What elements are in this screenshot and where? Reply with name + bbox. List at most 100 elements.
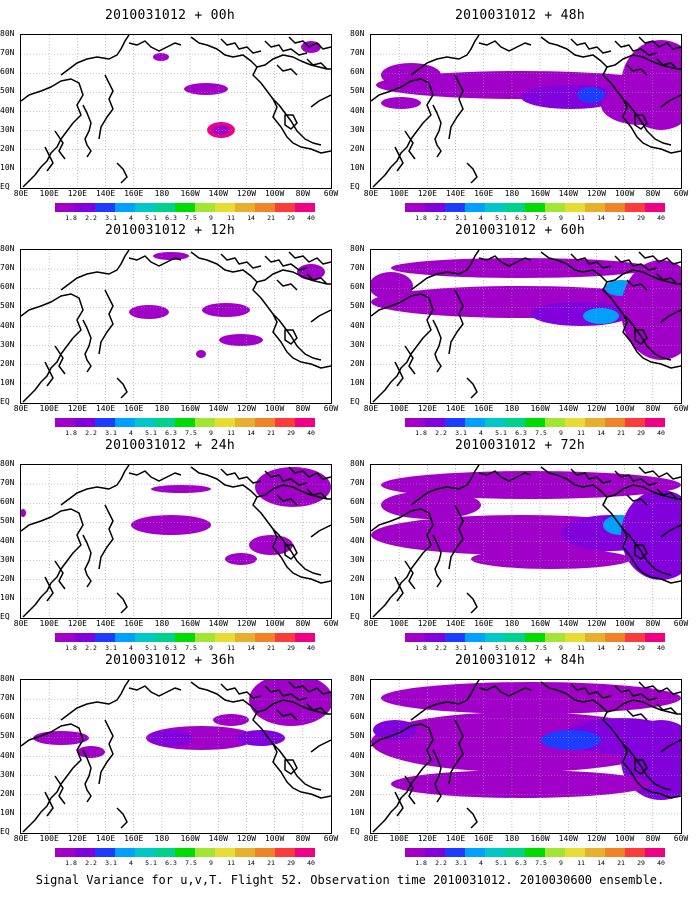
colorbar-swatch xyxy=(235,633,255,642)
colorbar-label: 21 xyxy=(617,859,625,867)
variance-shading xyxy=(541,730,601,750)
colorbar-swatch xyxy=(465,633,485,642)
map-panel: 2010031012 + 84h 80N 70N 60N 50N 40N 30N 20N 10N… xyxy=(350,645,690,867)
variance-shading xyxy=(153,252,189,260)
panel-title: 2010031012 + 24h xyxy=(104,438,236,453)
coastline xyxy=(540,681,681,799)
colorbar-swatch xyxy=(115,203,135,212)
coastline xyxy=(116,592,128,614)
lon-tick-label: 180 xyxy=(154,619,170,628)
lat-tick-label: 40N xyxy=(0,320,15,330)
lat-tick-label: 20N xyxy=(350,788,365,798)
colorbar-label: 7.5 xyxy=(535,859,547,867)
colorbar-label: 5.1 xyxy=(145,859,157,867)
colorbar-label: 7.5 xyxy=(535,429,547,437)
colorbar-label: 1.8 xyxy=(415,859,427,867)
coastline xyxy=(478,255,532,267)
lat-tick-label: 40N xyxy=(0,535,15,545)
colorbar-label: 5.1 xyxy=(145,429,157,437)
lat-tick-label: 30N xyxy=(0,554,15,564)
colorbar-swatch xyxy=(505,848,525,857)
variance-field xyxy=(129,252,325,358)
lon-tick-label: 100W xyxy=(614,404,635,413)
colorbar-swatch xyxy=(405,418,425,427)
colorbar-label: 3.1 xyxy=(455,429,467,437)
lon-tick-label: 80E xyxy=(363,834,379,843)
lat-tick-label: 50N xyxy=(350,731,365,741)
variance-map xyxy=(370,249,682,404)
colorbar-swatch xyxy=(465,418,485,427)
colorbar-label: 40 xyxy=(657,214,665,222)
coastline xyxy=(660,524,681,538)
coastline xyxy=(44,791,54,817)
colorbar-swatch xyxy=(195,848,215,857)
lon-tick-label: 100W xyxy=(264,619,285,628)
variance-shading xyxy=(621,490,681,580)
coastline xyxy=(116,807,128,829)
lat-tick-label: 40N xyxy=(0,750,15,760)
lat-tick-label: 20N xyxy=(350,358,365,368)
variance-map xyxy=(20,464,332,619)
coastline xyxy=(82,534,92,588)
coastline xyxy=(284,544,298,560)
coastline xyxy=(276,64,298,76)
coastline xyxy=(284,329,298,345)
lon-tick-label: 100E xyxy=(389,189,409,198)
colorbar-swatch xyxy=(75,633,95,642)
lon-tick-label: 160W xyxy=(180,189,200,198)
lon-tick-label: 100W xyxy=(264,404,285,413)
lon-tick-label: 60W xyxy=(323,189,339,198)
lat-tick-label: 30N xyxy=(350,339,365,349)
coastline xyxy=(60,680,130,721)
coastline xyxy=(448,74,464,140)
colorbar-swatch xyxy=(55,848,75,857)
lat-tick-label: 70N xyxy=(0,263,15,273)
colorbar-swatch xyxy=(255,203,275,212)
lon-tick-label: 120W xyxy=(586,189,607,198)
lat-tick-label: 10N xyxy=(0,807,15,817)
colorbar-label: 29 xyxy=(637,429,645,437)
colorbar-label: 14 xyxy=(247,644,255,652)
colorbar-label: 40 xyxy=(307,644,315,652)
colorbar-swatch xyxy=(585,418,605,427)
lon-tick-label: 120E xyxy=(417,189,437,198)
colorbar-label: 9 xyxy=(209,214,213,222)
coastline xyxy=(394,576,404,602)
colorbar-label: 11 xyxy=(227,644,235,652)
colorbar xyxy=(405,848,665,857)
variance-shading xyxy=(196,350,206,358)
coastline xyxy=(264,40,308,56)
colorbar-swatch xyxy=(95,848,115,857)
variance-shading xyxy=(577,87,605,103)
coastline xyxy=(310,94,331,108)
colorbar-label: 29 xyxy=(287,644,295,652)
colorbar xyxy=(55,848,315,857)
colorbar-label: 40 xyxy=(657,429,665,437)
lon-tick-label: 160W xyxy=(180,404,200,413)
lon-tick-label: 140W xyxy=(558,834,578,843)
lat-tick-label: 40N xyxy=(350,750,365,760)
colorbar-label: 14 xyxy=(597,859,605,867)
lat-tick-label: 20N xyxy=(350,143,365,153)
colorbar-swatch xyxy=(425,633,445,642)
lat-tick-label: EQ xyxy=(0,827,10,836)
coastline xyxy=(626,279,648,291)
variance-map xyxy=(20,249,332,404)
lon-tick-label: 180 xyxy=(154,189,170,198)
colorbar-swatch xyxy=(135,203,155,212)
colorbar-swatch xyxy=(645,418,665,427)
lon-tick-label: 120E xyxy=(67,619,87,628)
coastline xyxy=(288,681,331,695)
map-panel: 2010031012 + 60h 80N 70N 60N 50N 40N 30N 20N 10N… xyxy=(350,215,690,437)
colorbar-swatch xyxy=(115,633,135,642)
colorbar-swatch xyxy=(545,418,565,427)
colorbar-swatch xyxy=(445,848,465,857)
colorbar-label: 1.8 xyxy=(65,859,77,867)
coastline xyxy=(220,38,262,54)
map-svg xyxy=(21,465,331,618)
coastline xyxy=(410,465,480,506)
lon-tick-label: 80E xyxy=(363,189,379,198)
lon-tick-label: 80E xyxy=(363,619,379,628)
lat-tick-label: 20N xyxy=(0,573,15,583)
coastline xyxy=(220,253,262,269)
